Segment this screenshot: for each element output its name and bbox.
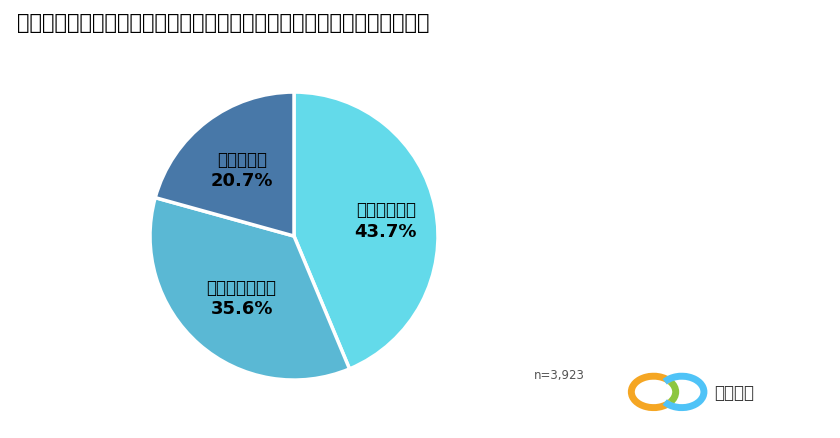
Text: 育休の新愛称「育業」によって、休みのイメージは払拭できそうですか？: 育休の新愛称「育業」によって、休みのイメージは払拭できそうですか？ xyxy=(17,13,429,33)
Text: 期待できる: 期待できる xyxy=(217,150,266,168)
Text: 43.7%: 43.7% xyxy=(354,222,417,240)
Text: 35.6%: 35.6% xyxy=(210,300,273,318)
Text: 期待できない: 期待できない xyxy=(356,201,416,219)
Wedge shape xyxy=(155,93,294,237)
Text: n=3,923: n=3,923 xyxy=(533,368,585,381)
Wedge shape xyxy=(150,198,349,380)
Wedge shape xyxy=(294,93,438,369)
Text: どちらでもない: どちらでもない xyxy=(207,278,276,296)
Text: コネヒト: コネヒト xyxy=(714,383,754,401)
Text: 20.7%: 20.7% xyxy=(211,172,273,190)
